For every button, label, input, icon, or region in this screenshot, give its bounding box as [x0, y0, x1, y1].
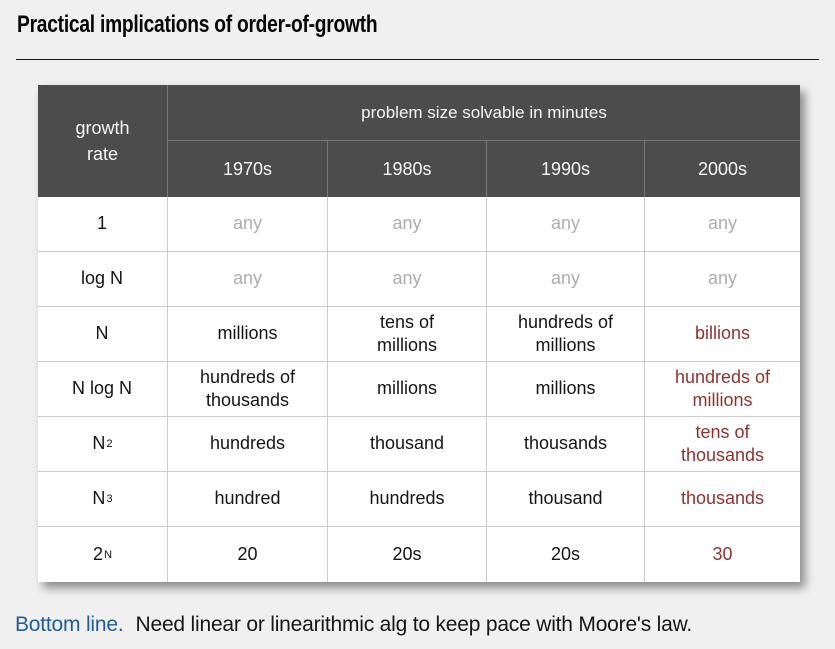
bottom-line-lead: Bottom line. [15, 613, 124, 636]
decade-header-2000s: 2000s [645, 141, 800, 197]
growth-rate-header: growth rate [38, 85, 168, 197]
table-cell: millions [328, 362, 487, 417]
growth-rate-base: N [92, 433, 106, 454]
table-cell: hundreds [328, 472, 487, 527]
table-cell: millions [168, 307, 328, 362]
bottom-line: Bottom line. Need linear or linearithmic … [15, 613, 692, 637]
table-cell: thousands [645, 472, 800, 527]
table-cell: hundreds of millions [487, 307, 645, 362]
table-cell: any [328, 252, 487, 307]
growth-rate-base: N log N [71, 378, 133, 399]
decade-header-1980s: 1980s [328, 141, 487, 197]
table-cell: thousand [328, 417, 487, 472]
table-cell: hundreds of thousands [168, 362, 328, 417]
span-header: problem size solvable in minutes [168, 85, 800, 141]
growth-rate-base: N [92, 488, 106, 509]
growth-rate-base: 1 [96, 213, 107, 234]
table-cell: 20s [487, 527, 645, 582]
title-divider [16, 59, 819, 60]
order-of-growth-table: growth rate problem size solvable in min… [38, 85, 800, 582]
table-cell: hundreds of millions [645, 362, 800, 417]
page-title: Practical implications of order-of-growt… [17, 11, 378, 38]
growth-rate-label: log N [38, 252, 168, 307]
growth-rate-label: N [38, 307, 168, 362]
table-cell: tens of thousands [645, 417, 800, 472]
table-cell: 20s [328, 527, 487, 582]
table-cell: 30 [645, 527, 800, 582]
bottom-line-text: Need linear or linearithmic alg to keep … [135, 613, 693, 636]
table-cell: hundreds [168, 417, 328, 472]
table-cell: any [487, 197, 645, 252]
table-cell: any [487, 252, 645, 307]
table-cell: any [645, 197, 800, 252]
table-cell: any [328, 197, 487, 252]
table-cell: millions [487, 362, 645, 417]
growth-rate-base: N [95, 323, 109, 344]
table-cell: 20 [168, 527, 328, 582]
growth-rate-label: N log N [38, 362, 168, 417]
growth-rate-base: 2 [92, 543, 103, 564]
growth-rate-label: 1 [38, 197, 168, 252]
table-cell: any [645, 252, 800, 307]
table-cell: tens of millions [328, 307, 487, 362]
table-cell: any [168, 252, 328, 307]
table-cell: any [168, 197, 328, 252]
table-cell: thousands [487, 417, 645, 472]
growth-rate-base: log N [80, 268, 124, 289]
decade-header-1970s: 1970s [168, 141, 328, 197]
table-cell: hundred [168, 472, 328, 527]
table-cell: billions [645, 307, 800, 362]
decade-header-1990s: 1990s [487, 141, 645, 197]
table-cell: thousand [487, 472, 645, 527]
